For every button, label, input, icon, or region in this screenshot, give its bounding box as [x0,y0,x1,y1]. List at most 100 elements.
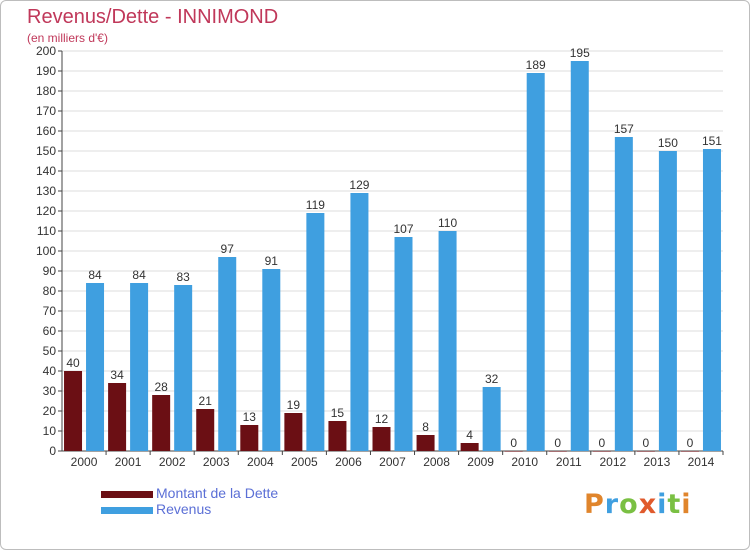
data-label-dette: 15 [331,406,345,420]
x-tick-label: 2006 [335,455,362,469]
x-tick-label: 2012 [599,455,626,469]
y-tick-label: 160 [36,124,56,138]
data-label-dette: 8 [422,420,429,434]
bar-revenus [130,283,149,451]
y-tick-label: 20 [43,404,57,418]
data-label-dette: 0 [687,436,694,450]
y-tick-label: 120 [36,204,56,218]
y-tick-label: 110 [37,224,56,238]
data-label-revenus: 150 [658,136,678,150]
data-label-dette: 21 [199,394,213,408]
data-label-revenus: 97 [221,242,235,256]
bar-dette [240,425,259,451]
legend-swatch-dette [101,491,153,498]
bar-revenus [658,151,677,451]
data-label-dette: 34 [110,368,124,382]
data-label-revenus: 129 [349,178,369,192]
bar-dette [636,451,655,452]
x-tick-label: 2002 [159,455,186,469]
bar-dette [328,421,347,451]
data-label-dette: 12 [375,412,389,426]
x-tick-label: 2011 [556,455,582,469]
data-label-revenus: 91 [265,254,279,268]
data-label-dette: 4 [466,428,473,442]
bar-dette [416,435,435,451]
y-tick-label: 90 [43,264,57,278]
bar-dette [196,409,215,451]
x-tick-label: 2003 [203,455,230,469]
data-label-revenus: 32 [485,372,499,386]
bar-revenus [394,237,413,451]
data-label-revenus: 189 [526,58,546,72]
data-label-revenus: 84 [88,268,102,282]
x-tick-label: 2001 [115,455,142,469]
bar-revenus [438,231,457,451]
y-tick-label: 10 [43,424,57,438]
legend-swatch-revenus [101,507,153,514]
data-label-revenus: 119 [306,198,325,212]
y-tick-label: 40 [43,364,57,378]
proxiti-logo: Proxiti [584,489,692,520]
data-label-revenus: 83 [176,270,190,284]
y-tick-label: 130 [36,184,56,198]
bar-dette [284,413,303,451]
bar-dette [152,395,171,451]
data-label-revenus: 157 [614,122,634,136]
y-tick-label: 190 [36,64,56,78]
y-tick-label: 140 [36,164,56,178]
chart-subtitle: (en milliers d'€) [27,31,108,45]
y-tick-label: 80 [43,284,57,298]
bar-chart: 0102030405060708090100110120130140150160… [36,44,724,469]
x-tick-label: 2009 [467,455,494,469]
y-tick-label: 70 [43,304,57,318]
y-tick-label: 200 [36,44,56,58]
bar-revenus [614,137,633,451]
bar-revenus [482,387,501,451]
y-tick-label: 30 [43,384,57,398]
x-tick-label: 2000 [71,455,98,469]
data-label-dette: 0 [598,436,605,450]
bar-dette [108,383,127,451]
bar-revenus [306,213,325,451]
bar-revenus [86,283,105,451]
data-label-dette: 13 [243,410,257,424]
x-tick-label: 2005 [291,455,318,469]
bar-revenus [262,269,281,451]
legend-label-revenus: Revenus [156,501,212,517]
y-tick-label: 170 [36,104,56,118]
data-label-revenus: 195 [570,46,590,60]
x-tick-label: 2007 [379,455,406,469]
bar-revenus [174,285,193,451]
x-tick-label: 2004 [247,455,274,469]
data-label-revenus: 84 [132,268,146,282]
legend-label-dette: Montant de la Dette [156,485,279,501]
bar-dette [460,443,479,451]
y-tick-label: 100 [36,244,56,258]
y-tick-label: 60 [43,324,57,338]
data-label-dette: 19 [287,398,301,412]
data-label-revenus: 110 [438,216,457,230]
x-tick-label: 2008 [423,455,450,469]
data-label-dette: 0 [643,436,650,450]
data-label-revenus: 151 [702,134,722,148]
bar-dette [372,427,391,451]
y-tick-label: 0 [49,444,56,458]
data-label-revenus: 107 [393,222,413,236]
data-label-dette: 40 [66,356,80,370]
y-tick-label: 50 [43,344,57,358]
bar-revenus [702,149,721,451]
data-label-dette: 0 [554,436,561,450]
x-tick-label: 2010 [511,455,538,469]
bar-revenus [218,257,237,451]
bar-dette [548,451,567,452]
bar-revenus [350,193,369,451]
bar-dette [504,451,523,452]
x-tick-label: 2013 [644,455,671,469]
y-tick-label: 150 [36,144,56,158]
bar-dette [64,371,83,451]
bar-dette [592,451,611,452]
data-label-dette: 28 [154,380,168,394]
chart-title: Revenus/Dette - INNIMOND [27,6,279,28]
x-tick-label: 2014 [688,455,715,469]
